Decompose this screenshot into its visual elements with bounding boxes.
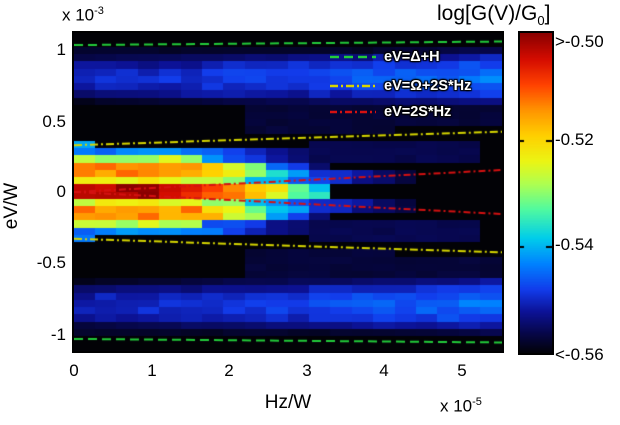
legend-item-delta: eV=Δ+H <box>330 46 471 68</box>
colorbar-tick-054: -0.54 <box>555 235 594 254</box>
x-tick-2: 2 <box>224 361 234 380</box>
colorbar-title: log[G(V)/G0] <box>437 2 550 28</box>
y-tick-0: 0 <box>56 182 66 201</box>
x-tick-0: 0 <box>69 361 79 380</box>
y-scale-base: x 10 <box>62 5 95 25</box>
y-tick-1: 1 <box>56 40 66 59</box>
heatmap-canvas <box>74 33 502 351</box>
legend-label: eV=Ω+2S*Hz <box>384 78 472 94</box>
red-dashdot-line-icon <box>330 110 376 114</box>
y-tick-m1: -1 <box>50 325 66 344</box>
y-scale-multiplier: x 10-3 <box>62 5 104 26</box>
x-tick-5: 5 <box>457 361 467 380</box>
colorbar-tick-052: -0.52 <box>555 130 594 149</box>
yellow-dashdot-line-icon <box>330 84 376 88</box>
x-axis-label: Hz/W <box>264 392 312 413</box>
y-tick-m0p5: -0.5 <box>36 253 66 272</box>
x-scale-exponent: -5 <box>472 396 482 408</box>
y-tick-0p5: 0.5 <box>42 112 66 131</box>
colorbar-tick-max: >-0.50 <box>555 32 604 51</box>
legend-label: eV=2S*Hz <box>384 104 452 120</box>
legend-item-omega: eV=Ω+2S*Hz <box>330 75 471 97</box>
colorbar-frame <box>518 31 554 355</box>
colorbar-canvas <box>520 33 552 353</box>
legend-item-2shz: eV=2S*Hz <box>330 101 471 123</box>
colorbar-title-text: log[G(V)/G <box>437 2 538 25</box>
x-tick-1: 1 <box>147 361 157 380</box>
legend: eV=Δ+H eV=Ω+2S*Hz eV=2S*Hz <box>330 46 471 123</box>
x-scale-multiplier: x 10-5 <box>440 396 482 417</box>
y-scale-exponent: -3 <box>94 5 104 17</box>
x-tick-3: 3 <box>302 361 312 380</box>
x-tick-4: 4 <box>379 361 389 380</box>
plot-frame <box>72 31 504 353</box>
legend-label: eV=Δ+H <box>384 49 440 65</box>
colorbar-tick-min: <-0.56 <box>555 345 604 364</box>
x-scale-base: x 10 <box>440 396 473 416</box>
colorbar-title-bracket: ] <box>544 2 551 25</box>
green-dashed-line-icon <box>330 55 376 59</box>
colorbar-title-subscript: 0 <box>537 13 545 29</box>
y-axis-label: eV/W <box>1 182 22 230</box>
